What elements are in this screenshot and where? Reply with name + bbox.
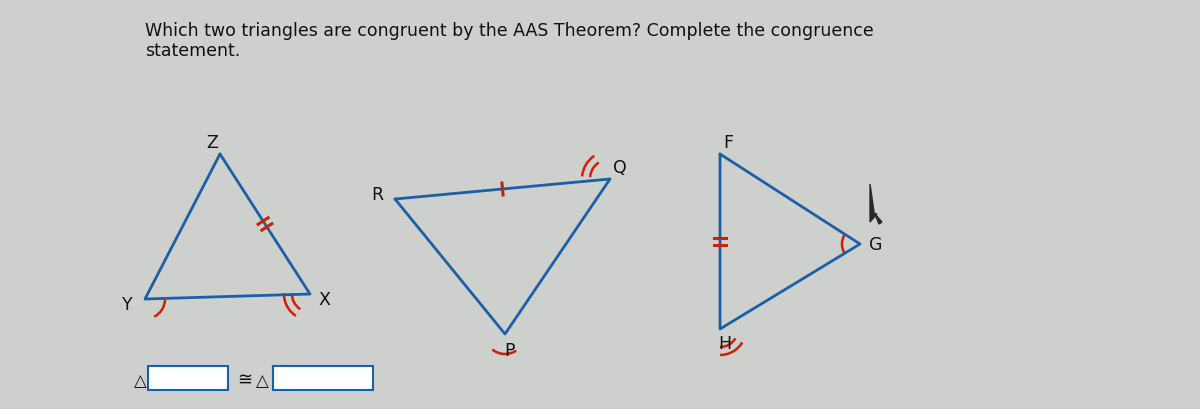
Text: G: G — [869, 236, 883, 254]
Text: △: △ — [256, 371, 269, 389]
Text: Which two triangles are congruent by the AAS Theorem? Complete the congruence: Which two triangles are congruent by the… — [145, 22, 874, 40]
Text: P: P — [505, 341, 515, 359]
FancyBboxPatch shape — [148, 366, 228, 390]
Text: H: H — [719, 334, 732, 352]
Polygon shape — [870, 184, 882, 225]
Text: Z: Z — [206, 134, 218, 152]
Text: Q: Q — [613, 159, 626, 177]
Text: ≅: ≅ — [238, 371, 252, 389]
Text: F: F — [722, 134, 733, 152]
FancyBboxPatch shape — [274, 366, 373, 390]
Text: △: △ — [133, 371, 146, 389]
Text: statement.: statement. — [145, 42, 240, 60]
Text: Y: Y — [121, 295, 132, 313]
Text: R: R — [371, 186, 383, 204]
Text: X: X — [318, 290, 330, 308]
